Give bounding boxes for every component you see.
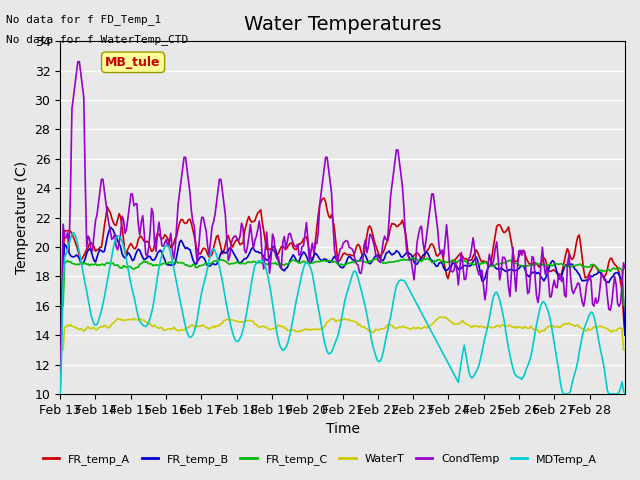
X-axis label: Time: Time — [326, 422, 360, 436]
Legend: FR_temp_A, FR_temp_B, FR_temp_C, WaterT, CondTemp, MDTemp_A: FR_temp_A, FR_temp_B, FR_temp_C, WaterT,… — [38, 450, 602, 469]
Text: MB_tule: MB_tule — [106, 56, 161, 69]
Y-axis label: Temperature (C): Temperature (C) — [15, 161, 29, 274]
Text: No data for f WaterTemp_CTD: No data for f WaterTemp_CTD — [6, 34, 189, 45]
Text: No data for f FD_Temp_1: No data for f FD_Temp_1 — [6, 14, 162, 25]
Title: Water Temperatures: Water Temperatures — [244, 15, 442, 34]
